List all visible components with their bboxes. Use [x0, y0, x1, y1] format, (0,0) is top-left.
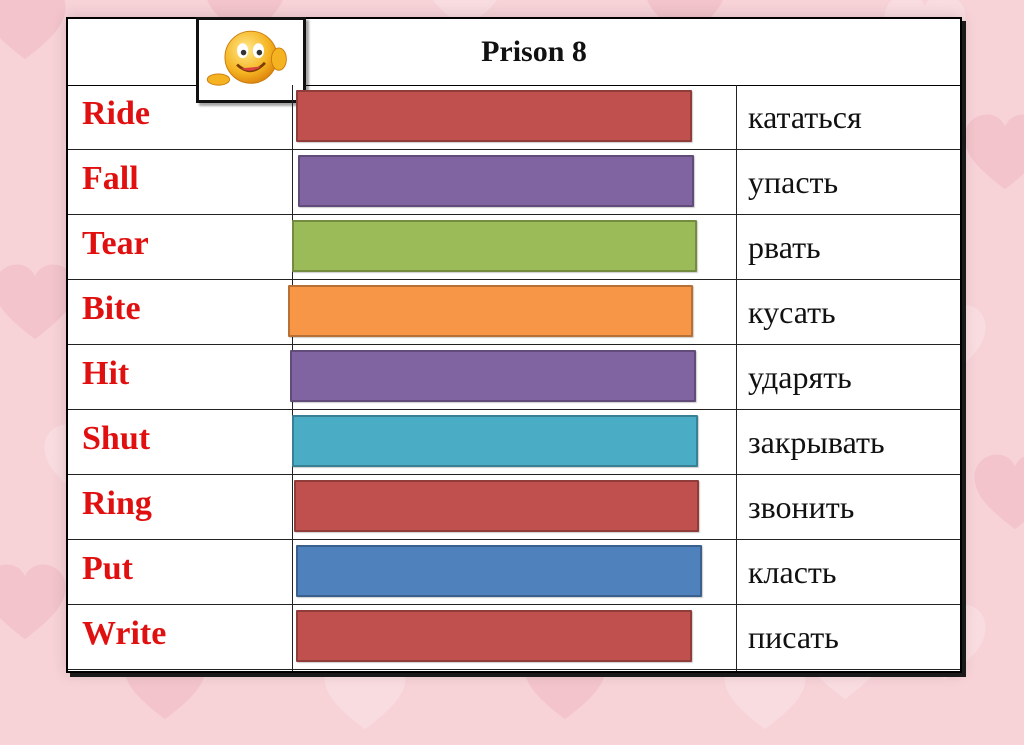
english-word: Put — [82, 550, 133, 587]
english-word: Tear — [82, 225, 149, 262]
table-row: Tear рвать — [68, 215, 960, 280]
page-title: Prison 8 — [481, 35, 587, 68]
cover-bar[interactable] — [294, 480, 699, 532]
russian-translation: класть — [748, 554, 837, 590]
vocabulary-card: Prison 8 Ride кататься Fall упасть Tear рвать… — [66, 17, 962, 673]
heart-icon — [0, 0, 70, 70]
english-word: Ring — [82, 485, 152, 522]
table-row: Ride кататься — [68, 85, 960, 150]
cover-bar[interactable] — [298, 155, 694, 207]
english-word: Shut — [82, 420, 151, 457]
table-row: Write писать — [68, 605, 960, 670]
cover-bar[interactable] — [288, 285, 693, 337]
table-row: Ring звонить — [68, 475, 960, 540]
cover-bar[interactable] — [292, 220, 697, 272]
russian-translation: кататься — [748, 99, 862, 135]
cover-bar[interactable] — [292, 415, 698, 467]
heart-icon — [960, 110, 1024, 200]
table-row: Hit ударять — [68, 345, 960, 410]
english-word: Bite — [82, 290, 141, 327]
table-row: Bite кусать — [68, 280, 960, 345]
heart-icon — [970, 450, 1024, 540]
cover-bar[interactable] — [296, 610, 692, 662]
russian-translation: упасть — [748, 164, 839, 200]
russian-translation: писать — [748, 619, 839, 655]
cover-bar[interactable] — [296, 545, 702, 597]
heart-icon — [0, 260, 80, 350]
russian-translation: ударять — [748, 359, 852, 395]
russian-translation: звонить — [748, 489, 855, 525]
english-word: Write — [82, 615, 167, 652]
table-row: Shut закрывать — [68, 410, 960, 475]
english-word: Ride — [82, 95, 150, 132]
cover-bar[interactable] — [296, 90, 692, 142]
heart-icon — [420, 0, 510, 40]
english-word: Hit — [82, 355, 130, 392]
russian-translation: кусать — [748, 294, 836, 330]
winking-smiley-icon — [196, 17, 306, 103]
russian-translation: закрывать — [748, 424, 885, 460]
english-word: Fall — [82, 160, 139, 197]
russian-translation: рвать — [748, 229, 821, 265]
cover-bar[interactable] — [290, 350, 696, 402]
title-row: Prison 8 — [68, 19, 960, 86]
heart-icon — [0, 560, 70, 650]
table-row: Fall упасть — [68, 150, 960, 215]
table-row: Put класть — [68, 540, 960, 605]
column-divider — [736, 85, 737, 671]
